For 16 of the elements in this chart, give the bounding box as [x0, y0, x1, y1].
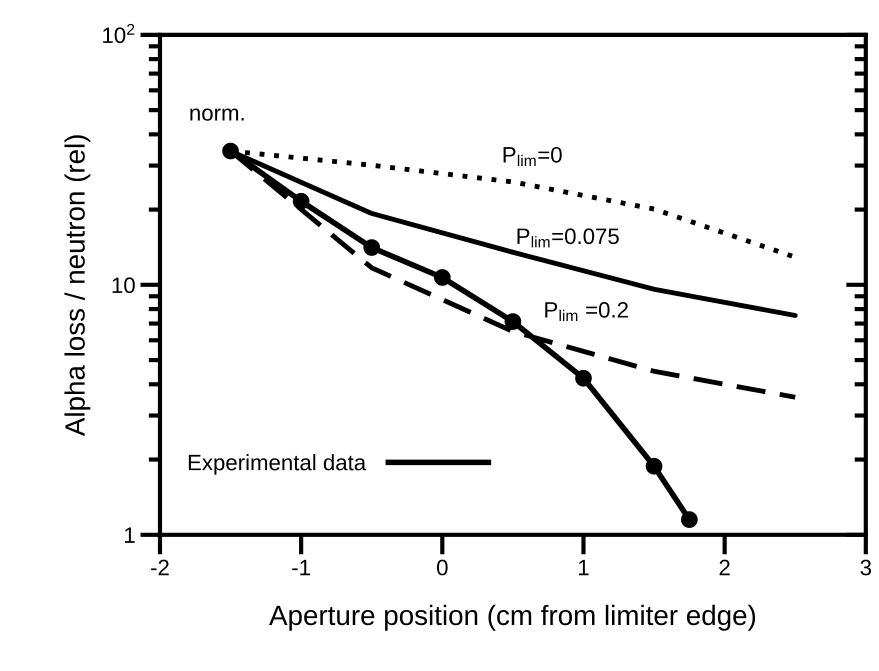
y-tick-label: 10$^{2}$	[103, 24, 134, 44]
x-tick-label: -2	[151, 560, 169, 576]
x-tick-label: -1	[292, 560, 310, 576]
x-tick-label: 2	[720, 560, 730, 576]
y-tick-label: 10	[112, 277, 135, 294]
x-tick-label: 1	[578, 560, 589, 576]
annotation: norm.	[190, 108, 244, 121]
y-axis-title: Alpha loss / neutron (rel)	[64, 135, 90, 436]
series-label: P$_{lim}$ =0.2	[545, 302, 628, 322]
series-label: P$_{lim}$=0	[504, 146, 562, 166]
y-tick-label: 1	[125, 528, 135, 543]
series-label: P$_{lim}$=0.075	[517, 228, 619, 248]
x-tick-label: 3	[860, 560, 872, 576]
x-tick-label: 0	[437, 560, 448, 576]
legend-label: Experimental data	[188, 454, 366, 475]
x-axis-title: Aperture position (cm from limiter edge)	[269, 604, 756, 631]
